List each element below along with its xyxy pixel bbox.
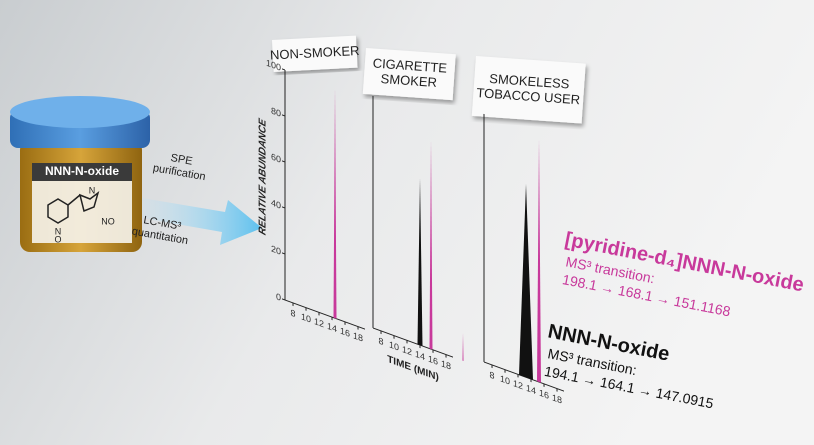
x-tick-label: 8 [489,370,494,382]
jar-lid-top [10,96,150,128]
panel-label: NON-SMOKER [269,35,360,72]
jar-label-text: NNN-N-oxide [45,164,119,178]
y-axis-title: RELATIVE ABUNDANCE [258,116,269,236]
y-tick-label: 0 [276,291,281,303]
atom: NO [101,216,115,226]
atom: N [89,185,96,195]
x-tick-label: 8 [378,336,383,348]
graphic: NNN-N-oxide N O N NO SPE purification LC… [0,0,814,445]
x-tick-label: 8 [290,308,295,320]
sample-jar: NNN-N-oxide N O N NO [10,96,150,252]
atom: O [54,234,61,244]
